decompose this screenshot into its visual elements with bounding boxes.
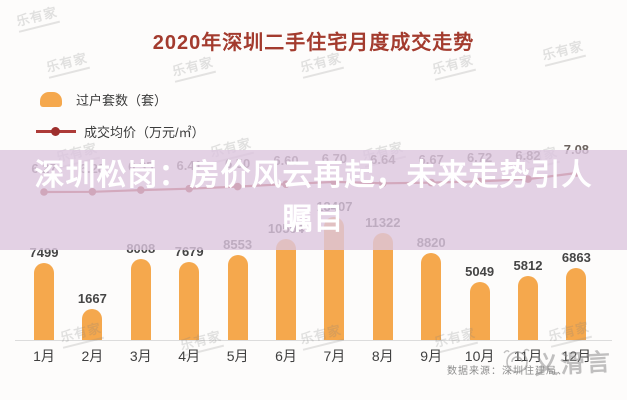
snail-doodle-icon [503,348,530,373]
x-tick-6月: 6月 [275,348,297,364]
bar-4月 [179,262,200,340]
headline-line-1: 深圳松岗：房价风云再起，未来走势引人 [34,159,593,192]
x-tick-10月: 10月 [464,348,495,364]
headline-text: 深圳松岗：房价风云再起，未来走势引人 瞩目 [31,154,597,242]
x-tick-8月: 8月 [371,348,394,364]
data-source-note: 数据来源：深圳住建局、 [447,366,568,377]
legend: 过户套数（套） 成交均价（万元/㎡） [36,86,205,150]
bar-12月 [566,268,587,340]
bar-swatch-icon [40,91,62,107]
x-tick-5月: 5月 [226,348,249,364]
x-tick-3月: 3月 [129,348,152,364]
x-tick-4月: 4月 [178,348,201,364]
legend-label-line: 成交均价（万元/㎡） [84,124,205,140]
bar-2月 [82,309,103,340]
x-tick-9月: 9月 [420,348,443,364]
headline-overlay: 深圳松岗：房价风云再起，未来走势引人 瞩目 [0,150,627,250]
x-tick-7月: 7月 [323,348,346,364]
bar-1月 [34,263,54,340]
bar-5月 [227,255,248,340]
bar-9月 [421,253,442,340]
legend-label-bars: 过户套数（套） [76,92,168,108]
line-swatch-icon [36,126,76,136]
bar-value-12月: 6863 [561,250,591,265]
bar-value-11月: 5812 [513,258,543,273]
x-tick-2月: 2月 [81,348,104,364]
chart-title: 2020年深圳二手住宅月度成交走势 [152,32,475,54]
bar-3月 [130,259,151,340]
scribble-watermark-text: 义滑言 [533,348,613,381]
bar-10月 [469,282,490,340]
legend-item-bars: 过户套数（套） [36,86,205,112]
x-tick-12月: 12月 [561,348,592,364]
legend-item-line: 成交均价（万元/㎡） [36,118,205,144]
headline-line-2: 瞩目 [282,203,345,236]
x-axis-line [15,340,612,341]
bar-8月 [372,233,393,340]
x-tick-1月: 1月 [33,348,55,364]
bar-value-2月: 1667 [77,291,107,306]
bar-6月 [276,239,296,340]
bar-11月 [518,276,538,340]
bar-value-10月: 5049 [465,264,495,279]
scribble-watermark: 义滑言 [500,344,613,381]
